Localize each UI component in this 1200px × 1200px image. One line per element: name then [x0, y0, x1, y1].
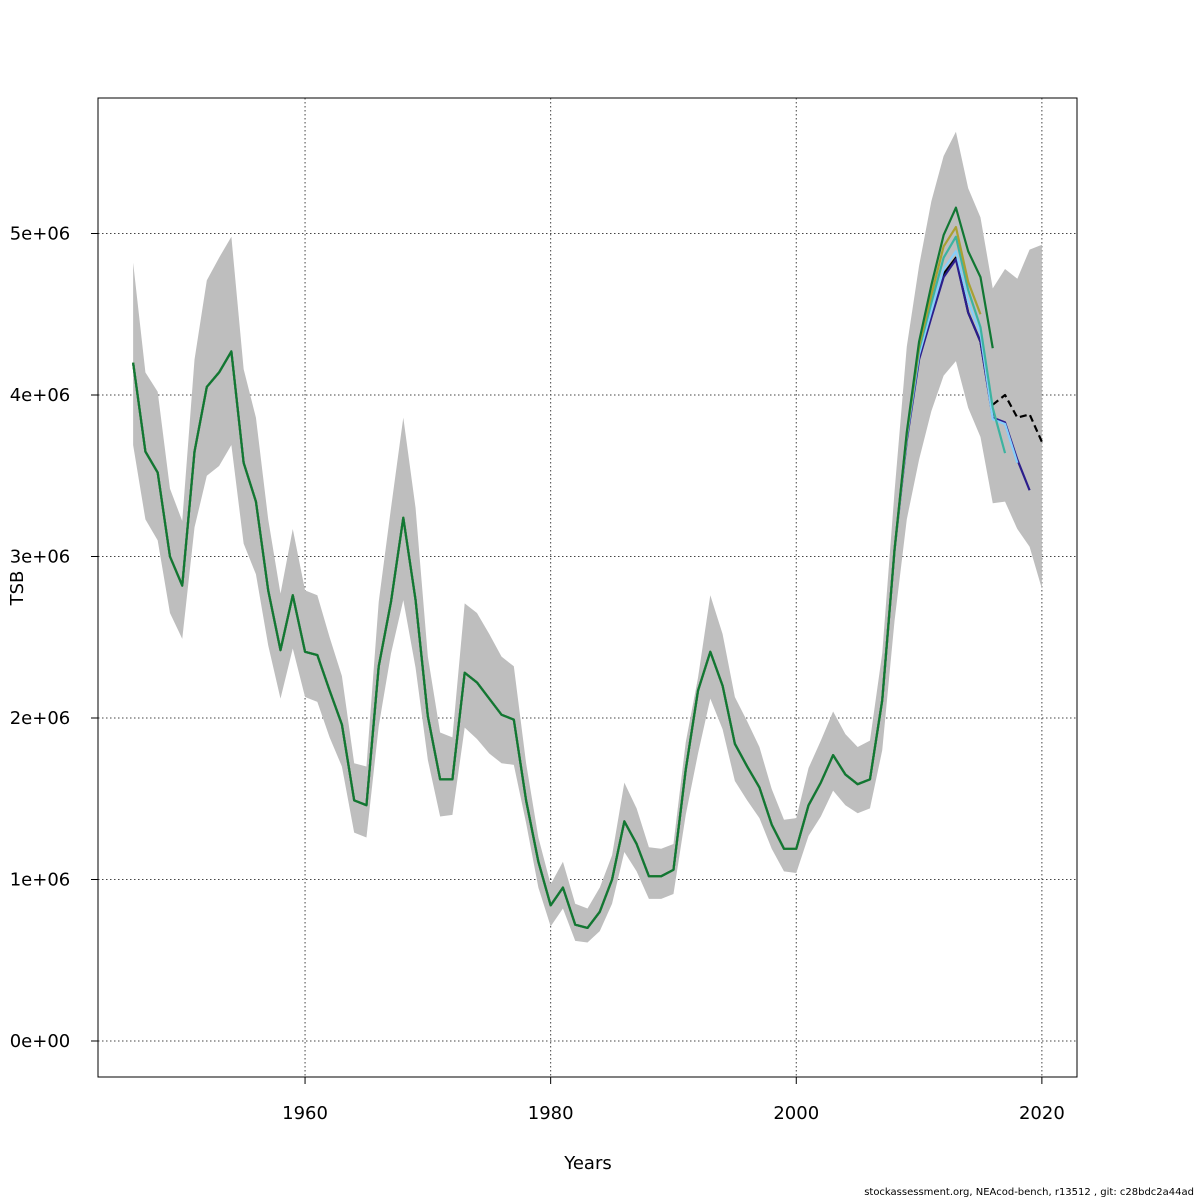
y-tick-label: 3e+06 — [10, 546, 71, 567]
x-tick-label: 2020 — [1019, 1103, 1065, 1124]
footer-caption: stockassessment.org, NEAcod-bench, r1351… — [864, 1187, 1194, 1198]
x-tick-label: 1960 — [282, 1103, 328, 1124]
x-tick-label: 1980 — [528, 1103, 574, 1124]
x-tick-label: 2000 — [773, 1103, 819, 1124]
y-axis-label: TSB — [7, 571, 28, 607]
y-tick-label: 2e+06 — [10, 708, 71, 729]
confidence-band-area — [133, 131, 1042, 943]
y-tick-label: 5e+06 — [10, 223, 71, 244]
x-axis-label: Years — [563, 1153, 612, 1174]
confidence-band — [133, 131, 1042, 943]
plot-frame — [97, 97, 1078, 1078]
y-tick-label: 0e+00 — [10, 1031, 71, 1052]
axes: 1960 1980 2000 2020 0e+00 1e+06 2e+06 3e+06 4e+0… — [10, 223, 1065, 1124]
series-line-retro-2016 — [132, 206, 994, 930]
y-tick-label: 1e+06 — [10, 869, 71, 890]
y-tick-label: 4e+06 — [10, 385, 71, 406]
series-lines — [132, 206, 1043, 930]
